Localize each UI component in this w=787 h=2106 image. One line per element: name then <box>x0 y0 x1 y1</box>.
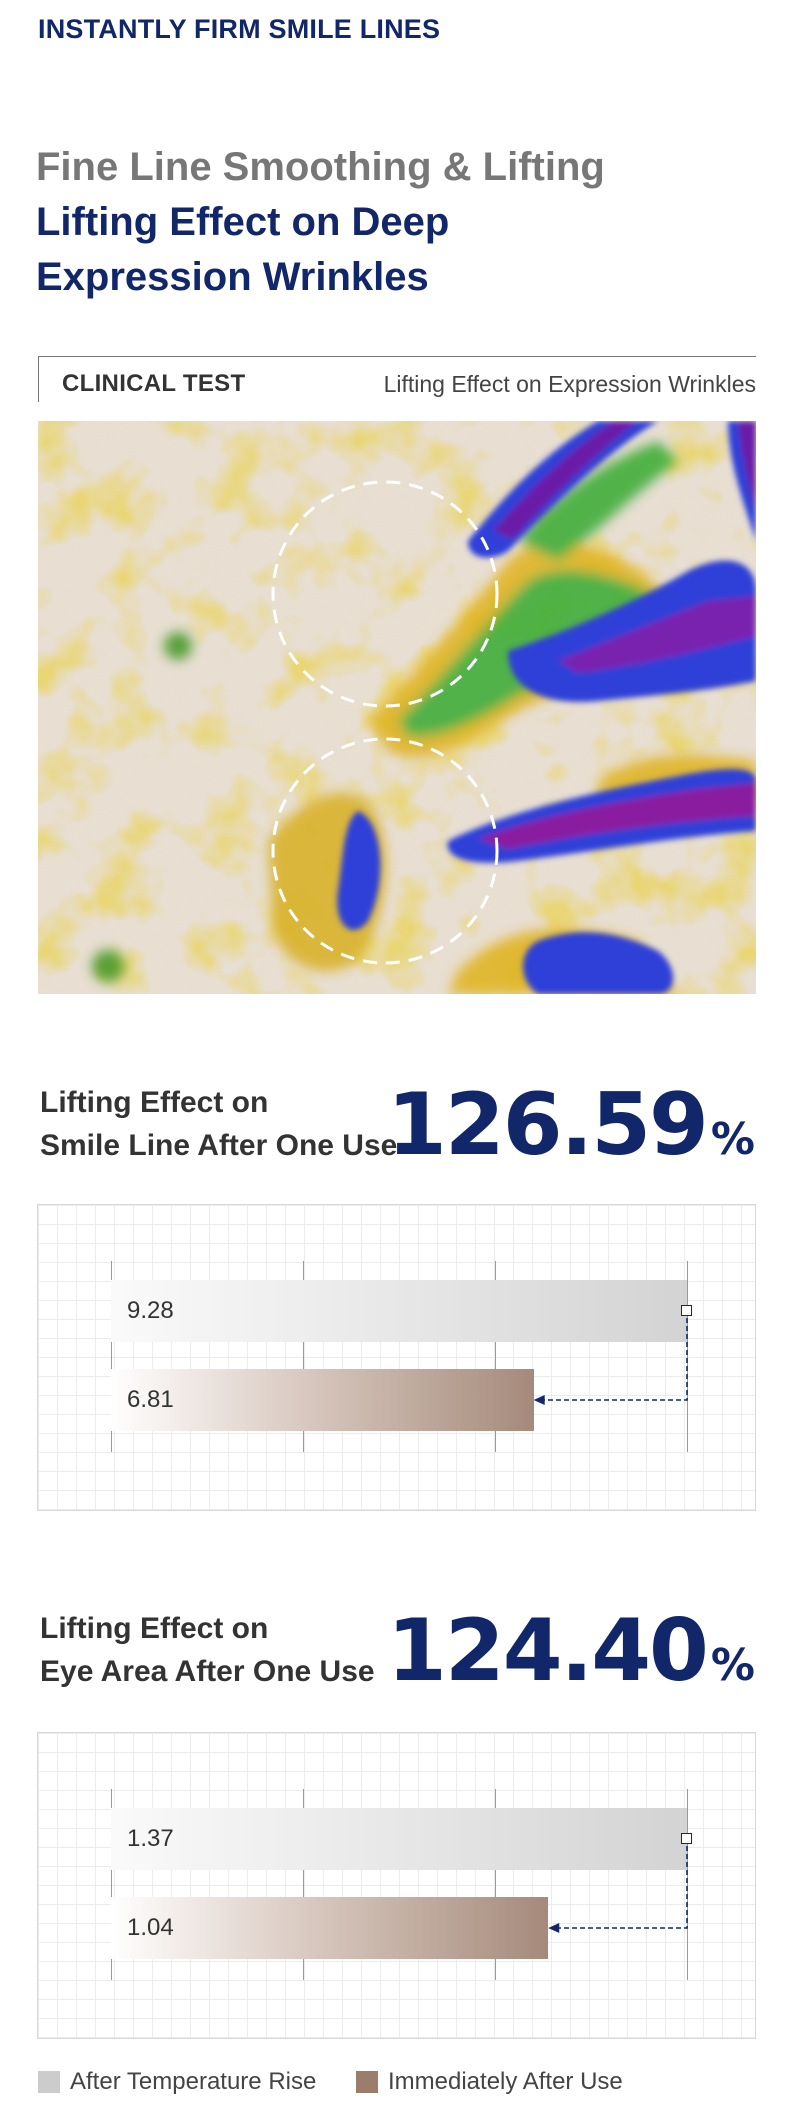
bar-chart-smile-line: 9.28 6.81 <box>37 1204 756 1511</box>
gridline <box>495 1789 496 1980</box>
gridline <box>303 1789 304 1980</box>
stat-label-line-2: Smile Line After One Use <box>40 1129 398 1162</box>
gridline <box>111 1789 112 1980</box>
stat-value-number: 124.40 <box>387 1601 709 1701</box>
stat-label-eye-area: Lifting Effect on Eye Area After One Use <box>40 1607 375 1693</box>
headline-line-1: Lifting Effect on Deep <box>36 200 450 244</box>
bar-end-marker <box>681 1305 692 1316</box>
bar-value-after: 9.28 <box>127 1297 174 1324</box>
gridline <box>687 1261 688 1452</box>
stat-value-unit: % <box>710 1114 755 1165</box>
gridline <box>495 1261 496 1452</box>
bar-after-temperature-rise <box>111 1808 687 1870</box>
gridline <box>111 1261 112 1452</box>
headline-subtitle: Fine Line Smoothing & Lifting <box>36 145 605 189</box>
legend-swatch <box>38 2071 60 2093</box>
bar-immediately-after-use <box>111 1897 549 1959</box>
bar-immediately-after-use <box>111 1369 534 1431</box>
bar-value-immediate: 1.04 <box>127 1914 174 1941</box>
bar-chart-eye-area: 1.37 1.04 <box>37 1732 756 2039</box>
clinical-left-border <box>38 356 39 402</box>
stat-value-unit: % <box>710 1640 755 1691</box>
bar-after-temperature-rise <box>111 1280 687 1342</box>
skin-scan-heatmap-image <box>38 421 756 994</box>
stat-label-line-2: Eye Area After One Use <box>40 1655 375 1688</box>
eyebrow-title: INSTANTLY FIRM SMILE LINES <box>38 14 441 44</box>
stat-label-line-1: Lifting Effect on <box>40 1612 269 1645</box>
stat-value-smile-line: 126.59% <box>387 1075 755 1175</box>
bar-end-marker <box>681 1833 692 1844</box>
legend-label: After Temperature Rise <box>70 2068 317 2095</box>
bar-value-after: 1.37 <box>127 1825 174 1852</box>
legend-swatch <box>356 2071 378 2093</box>
stat-label-line-1: Lifting Effect on <box>40 1086 269 1119</box>
gridline <box>687 1789 688 1980</box>
stat-value-number: 126.59 <box>387 1075 709 1175</box>
clinical-test-tag: CLINICAL TEST <box>62 370 246 397</box>
clinical-top-border <box>38 356 756 357</box>
reduction-arrow <box>533 1310 688 1405</box>
headline-line-2: Expression Wrinkles <box>36 255 429 299</box>
reduction-arrow <box>548 1838 688 1933</box>
stat-label-smile-line: Lifting Effect on Smile Line After One U… <box>40 1081 397 1167</box>
clinical-test-description: Lifting Effect on Expression Wrinkles <box>383 371 756 397</box>
clinical-test-header: CLINICAL TEST Lifting Effect on Expressi… <box>38 356 756 402</box>
legend-label: Immediately After Use <box>388 2068 623 2095</box>
headline: Fine Line Smoothing & Lifting Lifting Ef… <box>36 140 605 305</box>
gridline <box>303 1261 304 1452</box>
stat-value-eye-area: 124.40% <box>387 1601 755 1701</box>
bar-value-immediate: 6.81 <box>127 1386 174 1413</box>
